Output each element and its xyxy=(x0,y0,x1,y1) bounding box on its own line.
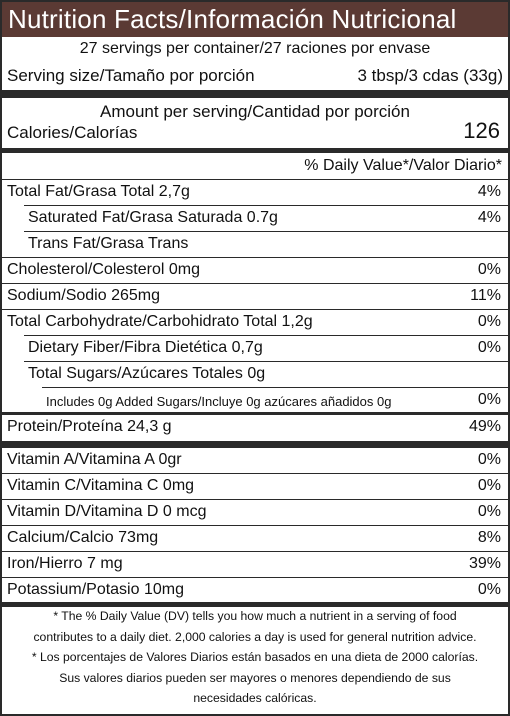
nutrient-row-dietary-fiber: Dietary Fiber/Fibra Dietética 0,7g 0% xyxy=(2,336,508,362)
nutrient-row-total-sugars: Total Sugars/Azúcares Totales 0g xyxy=(2,362,508,388)
calories-value: 126 xyxy=(463,118,500,143)
vitamin-dv: 0% xyxy=(477,581,501,598)
vitamin-dv: 39% xyxy=(468,555,501,572)
daily-value-header: % Daily Value*/Valor Diario* xyxy=(304,157,502,174)
vitamin-row-a: Vitamin A/Vitamina A 0gr 0% xyxy=(2,448,508,474)
nutrient-name: Sodium/Sodio 265mg xyxy=(7,287,160,304)
nutrient-dv: 11% xyxy=(470,287,501,304)
thick-divider xyxy=(2,148,508,153)
footnote: * The % Daily Value (DV) tells you how m… xyxy=(2,606,508,709)
nutrient-row-cholesterol: Cholesterol/Colesterol 0mg 0% xyxy=(2,258,508,284)
vitamin-name: Vitamin D/Vitamina D 0 mcg xyxy=(7,503,207,520)
nutrient-dv: 4% xyxy=(477,183,501,200)
nutrient-dv: 49% xyxy=(468,418,501,435)
nutrient-name: Cholesterol/Colesterol 0mg xyxy=(7,261,200,278)
nutrient-row-total-fat: Total Fat/Grasa Total 2,7g 4% xyxy=(2,180,508,206)
footnote-line: necesidades calóricas. xyxy=(193,691,317,705)
nutrient-row-protein: Protein/Proteína 24,3 g 49% xyxy=(2,415,508,441)
calories-label: Calories/Calorías xyxy=(7,123,138,142)
nutrient-dv: 0% xyxy=(477,261,501,278)
thick-divider xyxy=(2,90,508,98)
thin-divider xyxy=(2,179,508,180)
nutrient-name: Dietary Fiber/Fibra Dietética 0,7g xyxy=(28,339,263,356)
footnote-line: contributes to a daily diet. 2,000 calor… xyxy=(33,629,477,644)
nutrient-row-trans-fat: Trans Fat/Grasa Trans xyxy=(2,232,508,258)
nutrient-row-sodium: Sodium/Sodio 265mg 11% xyxy=(2,284,508,310)
serving-size-label: Serving size/Tamaño por porción xyxy=(7,66,255,85)
vitamin-dv: 8% xyxy=(477,529,501,546)
nutrient-name: Protein/Proteína 24,3 g xyxy=(7,418,172,435)
label-title: Nutrition Facts/Información Nutricional xyxy=(2,2,508,37)
servings-per-container: 27 servings per container/27 raciones po… xyxy=(79,40,431,57)
nutrient-name: Total Sugars/Azúcares Totales 0g xyxy=(28,365,266,382)
vitamin-dv: 0% xyxy=(477,451,501,468)
vitamin-name: Calcium/Calcio 73mg xyxy=(7,529,159,546)
vitamin-row-d: Vitamin D/Vitamina D 0 mcg 0% xyxy=(2,500,508,526)
nutrient-dv: 0% xyxy=(477,339,501,356)
amount-per-serving: Amount per serving/Cantidad por porción xyxy=(100,102,410,121)
serving-size-row: Serving size/Tamaño por porción 3 tbsp/3… xyxy=(7,66,503,86)
nutrient-row-added-sugars: Includes 0g Added Sugars/Incluye 0g azúc… xyxy=(2,388,508,414)
nutrient-dv: 4% xyxy=(477,209,501,226)
nutrient-name: Saturated Fat/Grasa Saturada 0.7g xyxy=(28,209,278,226)
mineral-row-iron: Iron/Hierro 7 mg 39% xyxy=(2,552,508,578)
nutrient-row-saturated-fat: Saturated Fat/Grasa Saturada 0.7g 4% xyxy=(2,206,508,232)
footnote-line: Sus valores diarios pueden ser mayores o… xyxy=(59,670,451,685)
vitamin-dv: 0% xyxy=(477,503,501,520)
vitamin-dv: 0% xyxy=(477,477,501,494)
nutrient-name: Trans Fat/Grasa Trans xyxy=(28,235,189,252)
nutrient-row-total-carbohydrate: Total Carbohydrate/Carbohidrato Total 1,… xyxy=(2,310,508,336)
thick-divider xyxy=(2,441,508,448)
footnote-line: * Los porcentajes de Valores Diarios est… xyxy=(31,650,479,664)
mineral-row-calcium: Calcium/Calcio 73mg 8% xyxy=(2,526,508,552)
vitamin-name: Potassium/Potasio 10mg xyxy=(7,581,184,598)
thick-divider xyxy=(2,412,508,415)
mineral-row-potassium: Potassium/Potasio 10mg 0% xyxy=(2,578,508,604)
nutrient-dv: 0% xyxy=(477,313,501,330)
footnote-line: * The % Daily Value (DV) tells you how m… xyxy=(53,609,457,623)
serving-size-value: 3 tbsp/3 cdas (33g) xyxy=(357,66,503,85)
nutrient-name: Total Carbohydrate/Carbohidrato Total 1,… xyxy=(7,313,313,330)
nutrient-name: Total Fat/Grasa Total 2,7g xyxy=(7,183,190,200)
vitamin-name: Vitamin A/Vitamina A 0gr xyxy=(7,451,182,468)
vitamin-row-c: Vitamin C/Vitamina C 0mg 0% xyxy=(2,474,508,500)
vitamin-name: Vitamin C/Vitamina C 0mg xyxy=(7,477,195,494)
thick-divider xyxy=(2,602,508,607)
vitamin-name: Iron/Hierro 7 mg xyxy=(7,555,123,572)
nutrient-name: Includes 0g Added Sugars/Incluye 0g azúc… xyxy=(46,394,392,409)
nutrient-dv: 0% xyxy=(477,391,501,408)
